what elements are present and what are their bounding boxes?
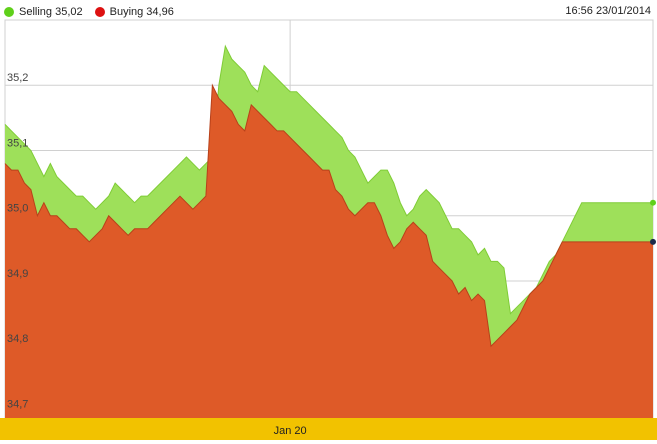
- area-layer: [4, 44, 656, 418]
- x-tick-label-0: Jan 20: [274, 425, 307, 437]
- selling-series-line: [4, 44, 653, 315]
- x-axis-band: [0, 418, 657, 440]
- y-tick-label-2: 35,0: [7, 203, 28, 215]
- buying-last-point: [650, 238, 656, 245]
- y-tick-label-3: 34,9: [7, 268, 28, 280]
- legend-item-selling[interactable]: Selling 35,02: [4, 6, 83, 18]
- legend: Selling 35,02 Buying 34,96: [4, 4, 186, 20]
- axis-layer: 35,2 35,1 35,0 34,9 34,8 34,7 Jan 20: [0, 72, 657, 440]
- y-tick-label-4: 34,8: [7, 333, 28, 345]
- timestamp: 16:56 23/01/2014: [565, 5, 651, 17]
- y-tick-label-1: 35,1: [7, 137, 28, 149]
- y-tick-label-0: 35,2: [7, 72, 28, 84]
- selling-dot-icon: [4, 7, 14, 17]
- buying-series-area: [5, 85, 653, 418]
- buying-series-line: [4, 83, 653, 348]
- legend-buying-label: Buying 34,96: [109, 6, 174, 18]
- legend-item-buying[interactable]: Buying 34,96: [94, 6, 174, 18]
- y-tick-label-5: 34,7: [7, 398, 28, 410]
- selling-last-point: [650, 199, 656, 206]
- buying-dot-icon: [94, 7, 105, 17]
- legend-selling-label: Selling 35,02: [19, 6, 83, 18]
